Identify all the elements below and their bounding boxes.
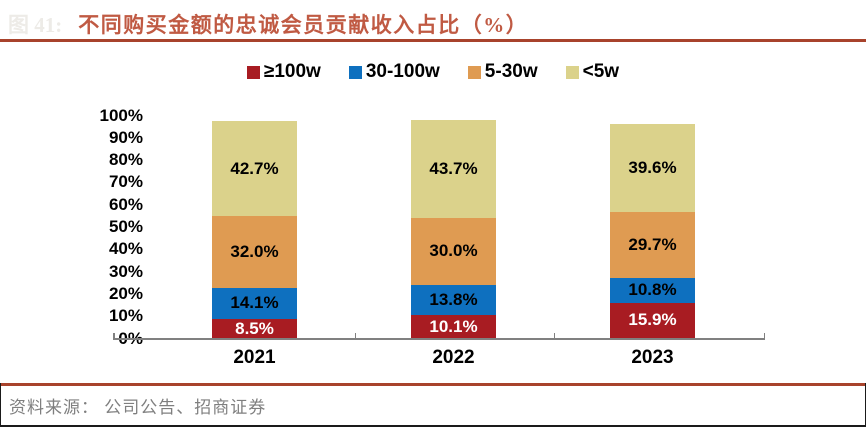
bar-segment: 43.7% (411, 120, 496, 218)
x-axis-category-label: 2023 (631, 347, 674, 368)
title-divider (0, 39, 866, 42)
bar-value-label: 30.0% (429, 241, 478, 261)
axis-tick (553, 333, 555, 338)
x-axis-line (113, 338, 765, 340)
source-text: 资料来源： 公司公告、招商证券 (9, 397, 267, 417)
legend-item: ≥100w (246, 61, 321, 83)
axis-tick (354, 333, 356, 338)
chart-legend: ≥100w 30-100w 5-30w <5w (0, 61, 866, 83)
figure-number: 图 41: (8, 13, 63, 37)
bar-segment: 39.6% (610, 123, 695, 213)
legend-label: 5-30w (484, 61, 538, 82)
bar-value-label: 13.8% (429, 290, 478, 310)
bar-segment: 10.8% (610, 278, 695, 303)
bar-segment: 8.5% (212, 319, 297, 338)
bar-value-label: 39.6% (628, 158, 677, 178)
y-axis-tick-label: 80% (108, 150, 143, 170)
y-axis-tick-label: 10% (108, 306, 143, 326)
y-axis-tick-label: 20% (108, 283, 143, 303)
bar-segment: 10.1% (411, 315, 496, 338)
bar-value-label: 29.7% (628, 235, 677, 255)
source-footer: 资料来源： 公司公告、招商证券 (0, 383, 866, 427)
bar-segment: 14.1% (212, 287, 297, 320)
legend-item: <5w (565, 61, 620, 83)
y-axis-tick-label: 60% (108, 194, 143, 214)
bar-value-label: 43.7% (429, 159, 478, 179)
legend-label: <5w (582, 61, 620, 82)
figure-title: 不同购买金额的忠诚会员贡献收入占比（%） (78, 13, 529, 37)
axis-tick (763, 333, 765, 338)
legend-swatch-icon (246, 65, 260, 79)
bar-segment: 30.0% (411, 217, 496, 285)
figure-header: 图 41: 不同购买金额的忠诚会员贡献收入占比（%） (8, 9, 528, 39)
bar-segment: 13.8% (411, 284, 496, 316)
bar-value-label: 14.1% (230, 293, 279, 313)
legend-label: 30-100w (365, 61, 440, 82)
bar-value-label: 15.9% (628, 310, 677, 330)
y-axis-tick-label: 90% (108, 127, 143, 147)
y-axis-tick-label: 40% (108, 239, 143, 259)
y-axis-tick-label: 70% (108, 172, 143, 192)
legend-item: 5-30w (467, 61, 538, 83)
bar-segment: 15.9% (610, 302, 695, 338)
y-axis-tick-label: 50% (108, 217, 143, 236)
x-axis-category-label: 2021 (233, 347, 276, 368)
bar-segment: 29.7% (610, 212, 695, 279)
legend-label: ≥100w (263, 61, 321, 82)
x-axis-category-label: 2022 (432, 347, 475, 368)
bar-value-label: 8.5% (235, 318, 274, 338)
axis-tick (113, 333, 115, 338)
bar-segment: 42.7% (212, 121, 297, 217)
y-axis-tick-label: 30% (108, 261, 143, 281)
bar-value-label: 10.1% (429, 316, 478, 336)
bar-value-label: 10.8% (628, 280, 677, 300)
bar-segment: 32.0% (212, 216, 297, 288)
legend-swatch-icon (565, 65, 579, 79)
footer-divider (1, 383, 865, 386)
bar-value-label: 42.7% (230, 158, 279, 178)
legend-swatch-icon (467, 65, 481, 79)
legend-item: 30-100w (348, 61, 440, 83)
y-axis-tick-label: 100% (99, 105, 143, 125)
bar-value-label: 32.0% (230, 241, 279, 261)
legend-swatch-icon (348, 65, 362, 79)
